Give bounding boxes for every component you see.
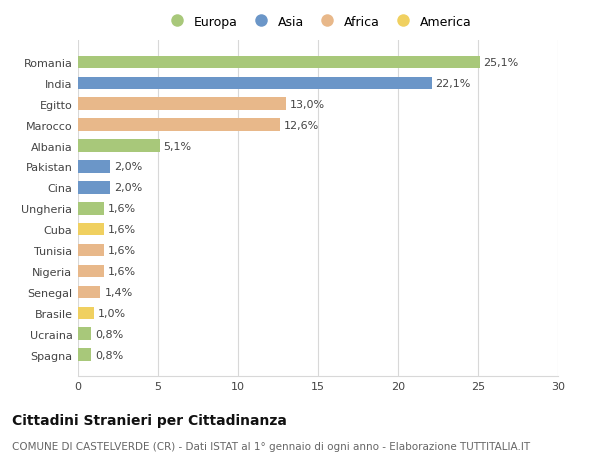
Text: Cittadini Stranieri per Cittadinanza: Cittadini Stranieri per Cittadinanza — [12, 413, 287, 427]
Bar — [78, 119, 280, 132]
Legend: Europa, Asia, Africa, America: Europa, Asia, Africa, America — [159, 11, 477, 34]
Text: 22,1%: 22,1% — [436, 78, 471, 89]
Bar — [78, 140, 160, 152]
Bar — [78, 224, 104, 236]
Text: 0,8%: 0,8% — [95, 329, 123, 339]
Bar — [78, 202, 104, 215]
Bar — [78, 265, 104, 278]
Text: COMUNE DI CASTELVERDE (CR) - Dati ISTAT al 1° gennaio di ogni anno - Elaborazion: COMUNE DI CASTELVERDE (CR) - Dati ISTAT … — [12, 441, 530, 451]
Bar — [78, 56, 479, 69]
Bar — [78, 286, 100, 298]
Text: 1,6%: 1,6% — [107, 225, 136, 235]
Text: 5,1%: 5,1% — [164, 141, 192, 151]
Bar — [78, 161, 110, 174]
Bar — [78, 182, 110, 194]
Bar — [78, 78, 431, 90]
Text: 1,4%: 1,4% — [104, 287, 133, 297]
Bar — [78, 349, 91, 361]
Bar — [78, 328, 91, 340]
Text: 1,6%: 1,6% — [107, 246, 136, 256]
Text: 1,6%: 1,6% — [107, 266, 136, 276]
Bar — [78, 307, 94, 319]
Bar — [78, 244, 104, 257]
Bar — [78, 98, 286, 111]
Text: 25,1%: 25,1% — [484, 58, 519, 68]
Text: 1,0%: 1,0% — [98, 308, 126, 318]
Text: 1,6%: 1,6% — [107, 204, 136, 214]
Text: 2,0%: 2,0% — [114, 162, 142, 172]
Text: 0,8%: 0,8% — [95, 350, 123, 360]
Text: 12,6%: 12,6% — [284, 120, 319, 130]
Text: 2,0%: 2,0% — [114, 183, 142, 193]
Text: 13,0%: 13,0% — [290, 100, 325, 110]
